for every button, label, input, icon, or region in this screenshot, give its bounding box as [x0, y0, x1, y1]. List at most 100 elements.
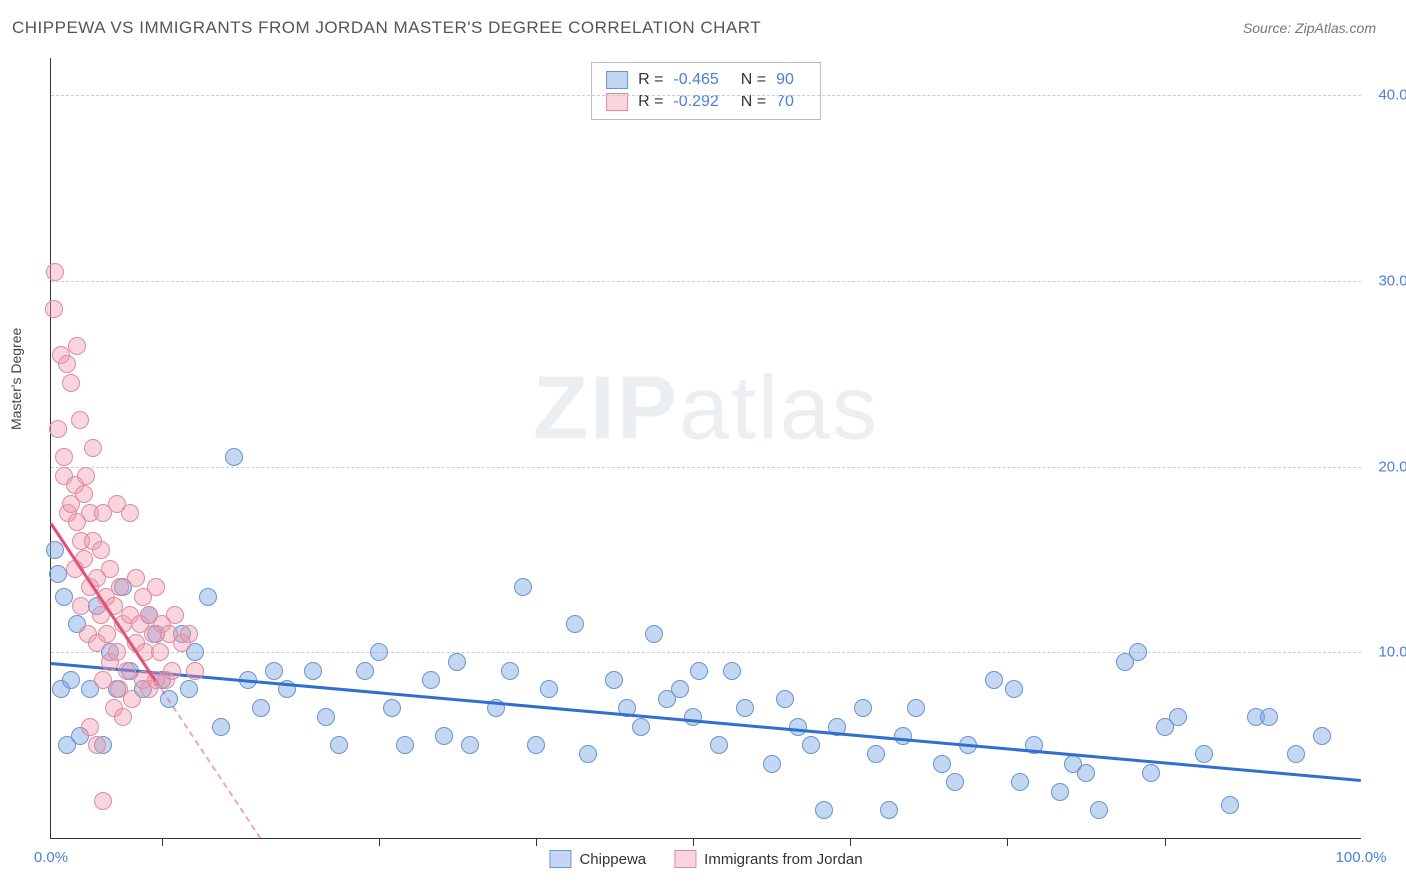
grid-line — [51, 95, 1361, 96]
data-point — [946, 773, 964, 791]
data-point — [723, 662, 741, 680]
data-point — [1077, 764, 1095, 782]
r-value: -0.465 — [673, 71, 718, 89]
data-point — [127, 569, 145, 587]
data-point — [605, 671, 623, 689]
grid-line — [51, 467, 1361, 468]
data-point — [383, 699, 401, 717]
data-point — [121, 504, 139, 522]
data-point — [94, 792, 112, 810]
data-point — [776, 690, 794, 708]
data-point — [49, 420, 67, 438]
data-point — [763, 755, 781, 773]
correlation-stats-box: R =-0.465N =90R =-0.292N =70 — [591, 62, 821, 120]
stats-row: R = -0.465 N = 90 — [606, 69, 806, 91]
data-point — [815, 801, 833, 819]
data-point — [317, 708, 335, 726]
data-point — [147, 578, 165, 596]
data-point — [356, 662, 374, 680]
data-point — [514, 578, 532, 596]
data-point — [632, 718, 650, 736]
data-point — [151, 643, 169, 661]
page-title: CHIPPEWA VS IMMIGRANTS FROM JORDAN MASTE… — [12, 18, 761, 38]
data-point — [180, 625, 198, 643]
data-point — [396, 736, 414, 754]
data-point — [1005, 680, 1023, 698]
data-point — [1011, 773, 1029, 791]
data-point — [84, 439, 102, 457]
data-point — [1313, 727, 1331, 745]
y-tick-label: 10.0% — [1378, 644, 1406, 661]
legend-item: Chippewa — [549, 850, 646, 868]
grid-line — [51, 281, 1361, 282]
data-point — [71, 411, 89, 429]
x-tick-label: 0.0% — [34, 849, 68, 866]
x-tick — [379, 838, 380, 846]
data-point — [49, 565, 67, 583]
x-tick — [850, 838, 851, 846]
data-point — [461, 736, 479, 754]
data-point — [101, 560, 119, 578]
n-value: 90 — [776, 71, 794, 89]
data-point — [854, 699, 872, 717]
data-point — [867, 745, 885, 763]
trend-line-dashed — [155, 681, 261, 840]
data-point — [540, 680, 558, 698]
x-tick — [1007, 838, 1008, 846]
data-point — [1051, 783, 1069, 801]
data-point — [736, 699, 754, 717]
data-point — [75, 485, 93, 503]
y-tick-label: 30.0% — [1378, 272, 1406, 289]
y-tick-label: 20.0% — [1378, 458, 1406, 475]
x-tick — [693, 838, 694, 846]
data-point — [199, 588, 217, 606]
n-label: N = — [741, 71, 766, 89]
data-point — [684, 708, 702, 726]
data-point — [370, 643, 388, 661]
x-tick-label: 100.0% — [1336, 849, 1387, 866]
y-tick-label: 40.0% — [1378, 87, 1406, 104]
data-point — [1142, 764, 1160, 782]
data-point — [92, 541, 110, 559]
legend-swatch — [606, 71, 628, 89]
data-point — [880, 801, 898, 819]
grid-line — [51, 652, 1361, 653]
data-point — [1195, 745, 1213, 763]
data-point — [252, 699, 270, 717]
data-point — [81, 718, 99, 736]
data-point — [46, 541, 64, 559]
data-point — [62, 374, 80, 392]
data-point — [212, 718, 230, 736]
data-point — [448, 653, 466, 671]
data-point — [166, 606, 184, 624]
data-point — [527, 736, 545, 754]
data-point — [645, 625, 663, 643]
data-point — [422, 671, 440, 689]
source-label: Source: ZipAtlas.com — [1243, 20, 1376, 36]
data-point — [907, 699, 925, 717]
data-point — [501, 662, 519, 680]
data-point — [894, 727, 912, 745]
data-point — [72, 597, 90, 615]
data-point — [710, 736, 728, 754]
legend-swatch — [549, 850, 571, 868]
legend-label: Chippewa — [579, 851, 646, 868]
data-point — [1287, 745, 1305, 763]
data-point — [55, 588, 73, 606]
data-point — [1090, 801, 1108, 819]
x-tick — [162, 838, 163, 846]
r-label: R = — [638, 71, 663, 89]
data-point — [68, 337, 86, 355]
data-point — [671, 680, 689, 698]
data-point — [180, 680, 198, 698]
data-point — [265, 662, 283, 680]
data-point — [77, 467, 95, 485]
data-point — [45, 300, 63, 318]
data-point — [1221, 796, 1239, 814]
data-point — [46, 263, 64, 281]
data-point — [690, 662, 708, 680]
data-point — [1129, 643, 1147, 661]
data-point — [304, 662, 322, 680]
data-point — [163, 662, 181, 680]
legend-swatch — [674, 850, 696, 868]
